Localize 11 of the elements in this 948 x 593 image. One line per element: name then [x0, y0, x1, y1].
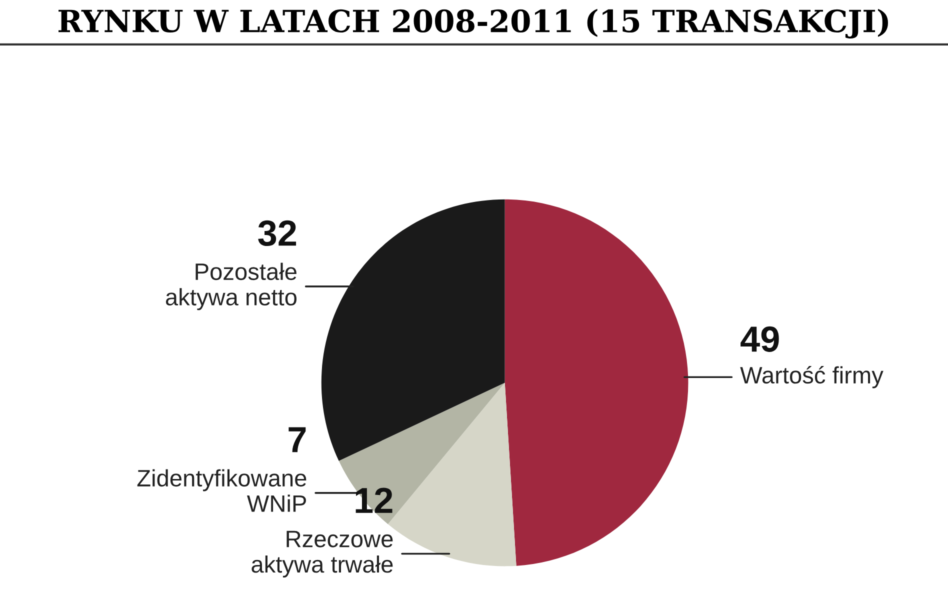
data-label: 49	[740, 326, 779, 352]
slice-label: Wartość firmy	[740, 366, 884, 388]
slice-label: Zidentyfikowane WNiP	[137, 469, 306, 512]
data-label: 7	[288, 427, 306, 452]
chart-title: RYNKU W LATACH 2008-2011 (15 TRANSAKCJI)	[58, 8, 888, 38]
pie-slice	[504, 199, 688, 566]
data-label: 12	[356, 488, 392, 513]
pie-slice	[338, 382, 505, 524]
slice-label: Rzeczowe aktywa trwałe	[252, 530, 393, 578]
data-label: 32	[258, 220, 296, 246]
slice-label: Pozostałe aktywa netto	[166, 262, 296, 310]
